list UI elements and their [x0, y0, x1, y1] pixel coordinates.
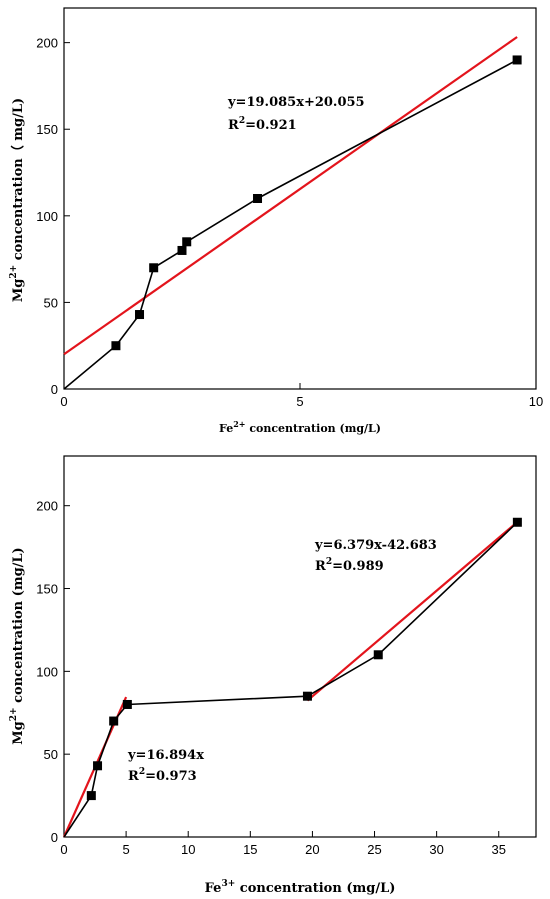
chart-1-data-point [512, 55, 522, 65]
chart-1-x-tick-label: 5 [296, 394, 303, 409]
chart-2-annotation-equation-upper: y=6.379x-42.683 [314, 538, 437, 553]
chart-1-data-point [182, 237, 192, 247]
chart-2-data-point [122, 699, 132, 709]
chart-2-x-tick-label: 25 [367, 842, 381, 857]
chart-1-plot-frame [63, 7, 537, 390]
chart-1-annotation-equation: y=19.085x+20.055 [227, 95, 365, 110]
chart-2-x-tick-label: 5 [122, 842, 129, 857]
chart-2-data-point [512, 517, 522, 527]
chart-2-data-point [302, 691, 312, 701]
chart-2-data-point [373, 650, 383, 660]
chart-1-y-axis-label: Mg2+ concentration（ mg/L) [9, 98, 26, 302]
chart-1-y-tick-label: 100 [36, 209, 58, 224]
chart-2-y-axis-label: Mg2+ concentration (mg/L) [9, 547, 26, 744]
chart-2-annotation-r2-lower: R2=0.973 [128, 767, 197, 784]
chart-2-fit-line-2 [306, 521, 519, 702]
chart-2-x-tick-label: 20 [305, 842, 319, 857]
chart-1-data-point [149, 263, 159, 273]
chart-1-fit-lines [63, 36, 518, 356]
chart-2-fit-lines [62, 521, 519, 838]
chart-2-x-tick-label: 0 [60, 842, 67, 857]
chart-2-data [63, 517, 522, 838]
chart-2-y-tick-label: 150 [36, 582, 58, 597]
chart-1-data [63, 55, 522, 390]
chart-1-x-tick-label: 10 [529, 394, 543, 409]
chart-1-data-point [135, 310, 145, 320]
chart-2-x-tick-label: 10 [181, 842, 195, 857]
chart-1-data-point [177, 245, 187, 255]
chart-2-series-line [63, 521, 518, 838]
chart-1-x-tick-label: 0 [60, 394, 67, 409]
chart-1-series-line [63, 59, 518, 390]
chart-2-plot-frame [63, 455, 537, 838]
chart-1-y-tick-label: 150 [36, 122, 58, 137]
chart-1-x-axis-label: Fe2+ concentration (mg/L) [219, 419, 381, 435]
chart-1-y-tick-label: 50 [44, 295, 58, 310]
chart-1-annotation-r2: R2=0.921 [228, 116, 297, 133]
chart-2-y-tick-label: 100 [36, 664, 58, 679]
chart-2-annotation-equation-lower: y=16.894x [127, 748, 204, 763]
chart-1-y-tick-label: 200 [36, 36, 58, 51]
chart-2-y-tick-label: 200 [36, 499, 58, 514]
chart-2-x-tick-label: 15 [243, 842, 257, 857]
chart-1-data-point [253, 194, 263, 203]
chart-2-annotation-r2-upper: R2=0.989 [315, 557, 384, 574]
chart-2-x-tick-label: 35 [492, 842, 506, 857]
chart-1-data-point [111, 341, 121, 351]
chart-2-data-point [93, 761, 103, 771]
chart-1-y-tick-label: 0 [51, 382, 58, 397]
chart-2-data-point [86, 791, 96, 801]
chart-2: 0 5 10 15 20 25 30 35 0 50 100 150 200 y=6.379x-42.6… [9, 455, 537, 896]
chart-2-ticks: 0 5 10 15 20 25 30 35 0 50 100 150 200 [36, 499, 506, 857]
chart-2-x-axis-label: Fe3+ concentration (mg/L) [205, 879, 396, 896]
chart-1-fit-line-1 [63, 36, 518, 356]
chart-2-x-tick-label: 30 [429, 842, 443, 857]
chart-2-y-tick-label: 0 [51, 830, 58, 845]
chart-2-y-tick-label: 50 [44, 747, 58, 762]
chart-2-data-point [109, 716, 119, 726]
